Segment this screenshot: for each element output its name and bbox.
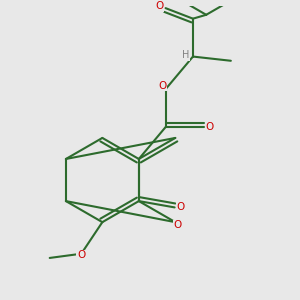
Text: O: O xyxy=(77,250,86,260)
Text: O: O xyxy=(174,220,182,230)
Text: H: H xyxy=(182,50,189,60)
Text: O: O xyxy=(176,202,185,212)
Text: O: O xyxy=(158,80,167,91)
Text: O: O xyxy=(206,122,214,132)
Text: O: O xyxy=(155,2,164,11)
